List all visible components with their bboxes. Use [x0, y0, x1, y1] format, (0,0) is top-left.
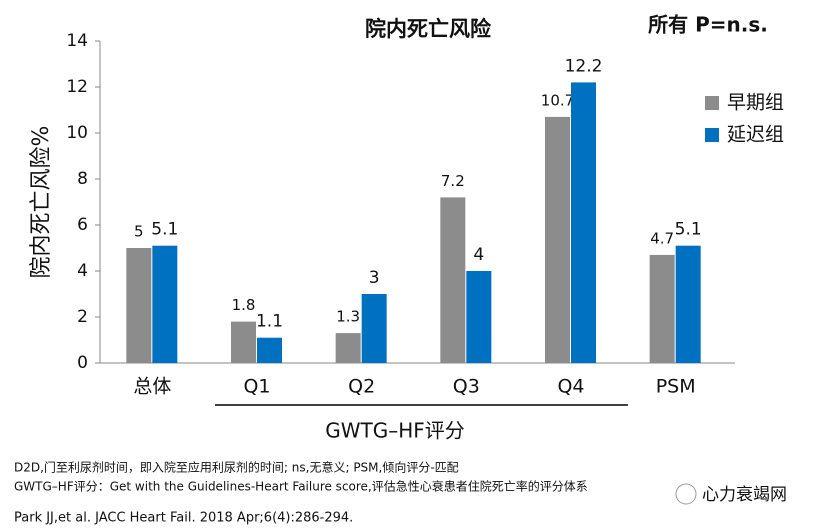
x-tick-label: Q1	[243, 376, 270, 398]
bar	[675, 245, 701, 363]
value-label: 5.1	[675, 220, 702, 240]
legend-swatch	[705, 96, 719, 110]
value-label: 10.7	[541, 91, 574, 109]
footnote: D2D,门至利尿剂时间，即入院至应用利尿剂的时间; ns,无意义; PSM,倾向…	[14, 460, 459, 475]
value-label: 3	[369, 268, 380, 288]
value-label: 4	[473, 245, 484, 265]
legend-label: 延迟组	[727, 124, 784, 146]
bar	[335, 333, 361, 363]
y-tick-label: 10	[66, 123, 88, 143]
value-label: 1.8	[232, 296, 256, 314]
x-tick-label: Q4	[557, 376, 584, 398]
annotation: 所有 P=n.s.	[648, 13, 768, 37]
watermark-icon	[675, 483, 697, 505]
y-tick-label: 4	[77, 261, 88, 281]
value-label: 4.7	[650, 229, 674, 247]
y-tick-label: 0	[77, 353, 88, 373]
value-label: 7.2	[441, 172, 465, 190]
bar	[649, 254, 675, 363]
chart-title: 院内死亡风险	[365, 17, 492, 41]
y-tick-label: 8	[77, 169, 88, 189]
x-tick-label: Q2	[348, 376, 375, 398]
x-tick-label: PSM	[656, 376, 696, 398]
bar	[126, 248, 152, 363]
footnote: GWTG–HF评分：Get with the Guidelines-Heart …	[14, 479, 588, 494]
legend-label: 早期组	[727, 92, 784, 114]
footnote: Park JJ,et al. JACC Heart Fail. 2018 Apr…	[14, 511, 353, 526]
x-tick-label: 总体	[133, 376, 171, 398]
y-tick-label: 14	[66, 31, 88, 51]
bar	[257, 337, 282, 363]
bar	[361, 294, 387, 363]
bar	[231, 321, 256, 363]
y-tick-label: 12	[66, 77, 88, 97]
y-tick-label: 6	[77, 215, 88, 235]
bar	[466, 271, 492, 363]
bar	[571, 82, 596, 364]
bar	[440, 197, 466, 363]
value-label: 5	[134, 223, 144, 241]
value-label: 12.2	[565, 56, 603, 76]
bar	[545, 116, 570, 364]
legend-swatch	[705, 128, 719, 142]
bar	[152, 245, 178, 363]
y-tick-label: 2	[77, 307, 88, 327]
value-label: 1.3	[336, 308, 360, 326]
group-label: GWTG–HF评分	[325, 419, 465, 443]
watermark: 心力衰竭网	[702, 485, 787, 505]
x-tick-label: Q3	[453, 376, 480, 398]
value-label: 1.1	[256, 312, 283, 332]
y-axis-label: 院内死亡风险%	[29, 126, 54, 279]
value-label: 5.1	[151, 220, 178, 240]
